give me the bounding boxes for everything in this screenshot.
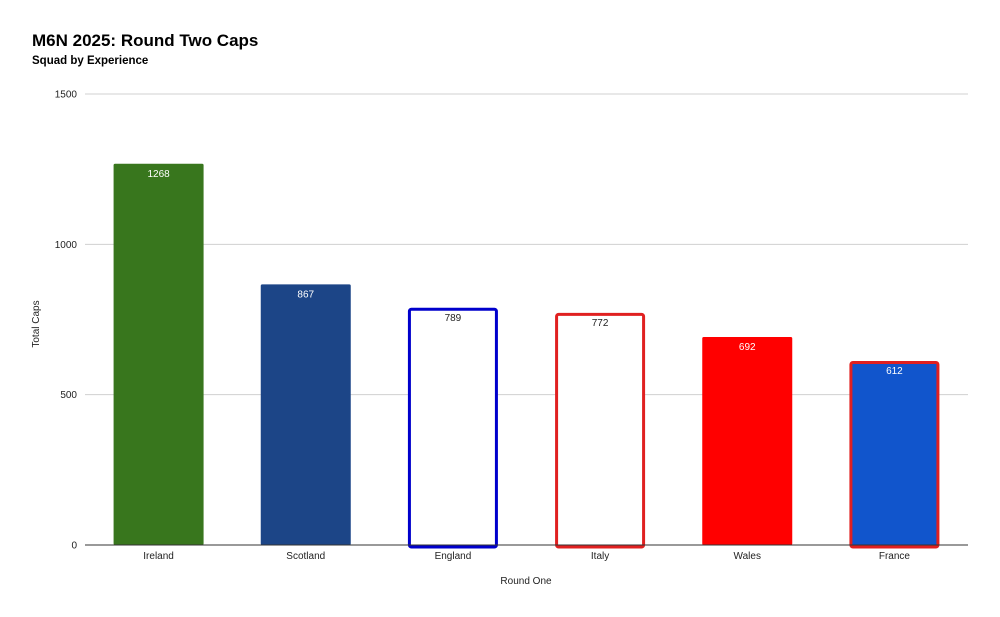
data-label: 867 [297,289,314,300]
bar-england [407,307,498,549]
data-labels: 1268 867 789 772 692 612 [147,169,903,377]
chart-title: M6N 2025: Round Two Caps [32,31,259,50]
data-label: 1268 [147,169,170,180]
gridlines [85,93,968,396]
bar-scotland [260,284,351,545]
bar-france [849,360,940,549]
y-tick-label: 1500 [55,90,78,101]
y-axis-ticks: 0 500 1000 1500 [55,90,78,552]
data-label: 612 [886,366,903,377]
y-axis-title: Total Caps [31,300,42,347]
data-label: 789 [445,313,462,324]
y-tick-label: 500 [60,390,77,401]
data-label: 692 [739,342,756,353]
x-tick-label: England [435,551,472,562]
x-tick-label: Scotland [286,551,325,562]
data-label: 772 [592,318,609,329]
bar-ireland [113,163,204,545]
bar-wales [702,336,793,545]
x-axis-title: Round One [500,576,552,587]
x-axis-ticks: Ireland Scotland England Italy Wales France [143,551,910,562]
y-tick-label: 1000 [55,240,78,251]
y-tick-label: 0 [71,541,77,552]
bars [113,163,940,549]
bar-italy [555,312,646,549]
x-tick-label: Ireland [143,551,174,562]
x-tick-label: France [879,551,911,562]
x-tick-label: Italy [591,551,609,562]
chart-subtitle: Squad by Experience [32,55,149,67]
x-tick-label: Wales [734,551,761,562]
